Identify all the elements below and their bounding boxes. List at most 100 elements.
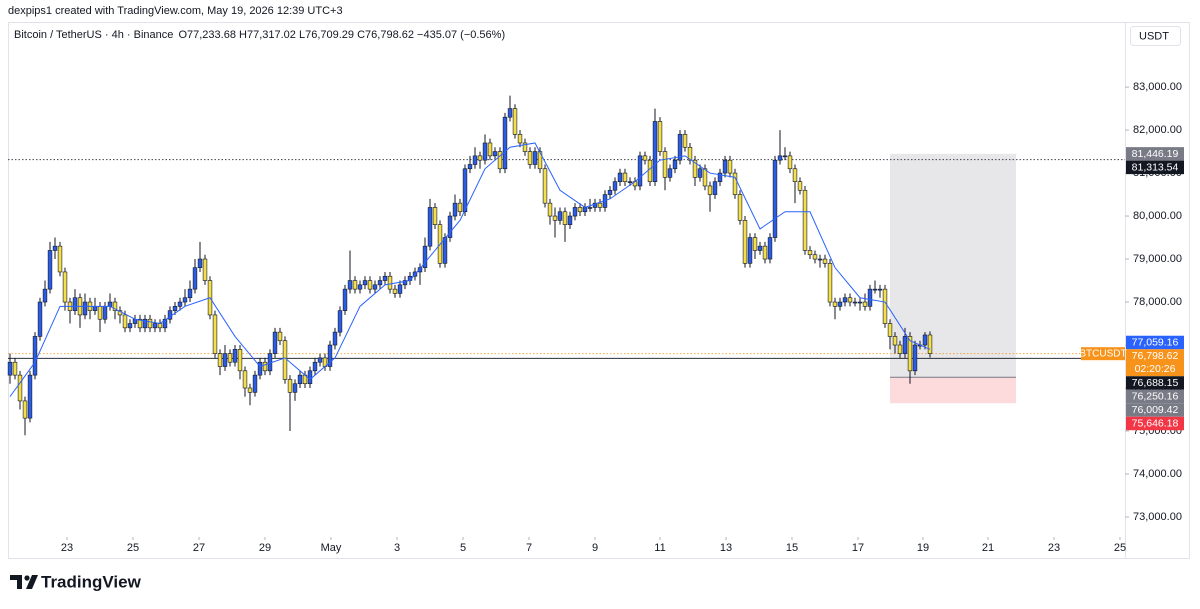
- candle-body: [852, 301, 858, 304]
- candle-body: [372, 284, 378, 290]
- candle-body: [282, 340, 288, 380]
- x-tick-label: 25: [1114, 542, 1126, 554]
- y-tick-label: 78,000.00: [1133, 296, 1182, 308]
- candle-body: [582, 207, 588, 213]
- candle-body: [577, 207, 583, 213]
- candle-body: [637, 155, 643, 187]
- candle-body: [172, 306, 178, 311]
- candle-body: [857, 301, 863, 304]
- candle-body: [607, 189, 613, 195]
- legend-header: Bitcoin / TetherUS · 4h · Binance O77,23…: [14, 29, 505, 41]
- x-tick-label: 11: [654, 542, 665, 554]
- brand-logo: [10, 575, 38, 589]
- price-label-box: [1126, 416, 1184, 431]
- y-tick-label: 79,000.00: [1133, 253, 1182, 265]
- candle-body: [162, 318, 168, 329]
- candle-body: [52, 245, 58, 251]
- plot-area: 83,000.0082,000.0081,000.0080,000.0079,0…: [7, 81, 1184, 554]
- candle-body: [667, 168, 673, 178]
- candle-body: [587, 207, 593, 209]
- candle-body: [862, 301, 868, 307]
- candle-body: [827, 263, 833, 303]
- candle-body: [82, 301, 88, 316]
- candle-body: [542, 168, 548, 204]
- candle-body: [212, 314, 218, 354]
- candle-body: [712, 181, 718, 195]
- price-label-box: [1126, 147, 1184, 161]
- x-tick-label: 29: [259, 542, 271, 554]
- price-label-box: [1126, 389, 1184, 404]
- candle-body: [37, 301, 43, 337]
- price-label: 76,009.42: [1132, 404, 1179, 416]
- candle-body: [287, 379, 293, 393]
- price-label: 76,688.15: [1132, 377, 1179, 389]
- candle-body: [622, 172, 628, 182]
- candle-body: [252, 374, 258, 393]
- candle-body: [867, 288, 873, 307]
- price-label: 77,059.16: [1132, 337, 1179, 349]
- candle-body: [442, 237, 448, 264]
- x-tick-label: 15: [786, 542, 798, 554]
- x-tick-label: 23: [1048, 542, 1060, 554]
- candle-body: [597, 202, 603, 208]
- candle-body: [727, 159, 733, 174]
- candle-body: [512, 108, 518, 135]
- candle-body: [362, 280, 368, 286]
- candle-body: [337, 310, 343, 333]
- candle-body: [707, 185, 713, 195]
- candle-body: [57, 245, 63, 273]
- candle-body: [747, 237, 753, 264]
- candle-body: [292, 383, 298, 393]
- candle-body: [657, 121, 663, 152]
- candle-body: [357, 284, 363, 290]
- candle-body: [192, 267, 198, 290]
- candle-body: [152, 323, 158, 329]
- candle-body: [692, 159, 698, 178]
- candle-body: [892, 336, 898, 346]
- candle-body: [367, 280, 373, 290]
- candle-body: [767, 237, 773, 260]
- y-tick-label: 80,000.00: [1133, 210, 1182, 222]
- candle-body: [567, 215, 573, 225]
- candle-body: [717, 172, 723, 182]
- candle-body: [232, 349, 238, 363]
- y-tick-label: 82,000.00: [1133, 124, 1182, 136]
- price-label-box: [1126, 376, 1184, 390]
- candle-body: [272, 331, 278, 354]
- price-label-box: [1126, 403, 1184, 417]
- countdown: 02:20:26: [1135, 363, 1176, 375]
- candle-body: [217, 353, 223, 367]
- candle-body: [142, 318, 148, 329]
- candle-body: [257, 361, 263, 376]
- candle-body: [127, 323, 133, 329]
- candle-body: [737, 194, 743, 221]
- candle-body: [187, 288, 193, 299]
- x-tick-label: 9: [592, 542, 598, 554]
- candle-body: [457, 202, 463, 213]
- ohlc-low: L76,709.29: [299, 29, 354, 41]
- candle-body: [592, 202, 598, 208]
- x-tick-label: May: [321, 542, 342, 554]
- candle-body: [647, 159, 653, 182]
- y-tick-label: 74,000.00: [1133, 468, 1182, 480]
- candle-body: [837, 301, 843, 307]
- candle-body: [497, 151, 503, 170]
- candle-body: [382, 275, 388, 281]
- candle-body: [672, 159, 678, 170]
- candle-body: [522, 142, 528, 152]
- candle-body: [617, 172, 623, 182]
- candle-body: [922, 334, 928, 346]
- candle-body: [202, 258, 208, 281]
- candle-body: [377, 280, 383, 286]
- candle-body: [687, 146, 693, 161]
- price-label-box: [1126, 349, 1184, 377]
- candle-body: [492, 151, 498, 157]
- price-label: 76,798.62: [1132, 350, 1179, 362]
- candle-body: [247, 387, 253, 393]
- candle-body: [612, 181, 618, 191]
- candle-body: [842, 297, 848, 303]
- candle-body: [887, 323, 893, 337]
- candle-body: [467, 164, 473, 170]
